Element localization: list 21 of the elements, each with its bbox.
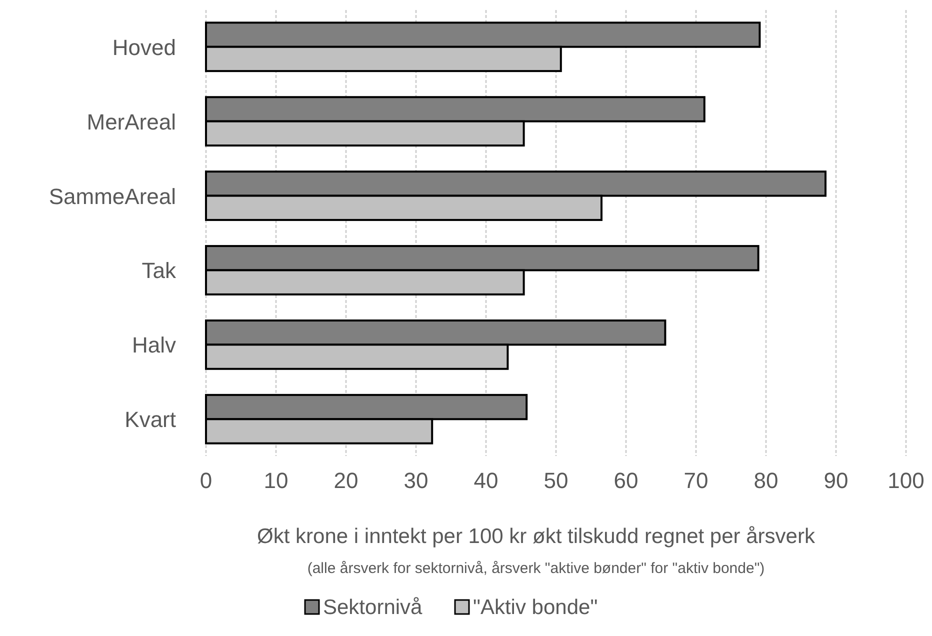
x-tick-label: 30 <box>404 468 428 493</box>
y-tick-label: Tak <box>142 258 177 284</box>
y-tick-label: SammeAreal <box>48 184 176 209</box>
legend-label: Sektornivå <box>323 596 423 619</box>
legend-label: "Aktiv bonde" <box>473 596 598 619</box>
x-tick-label: 50 <box>544 468 568 493</box>
x-tick-label: 20 <box>334 468 358 493</box>
x-tick-label: 0 <box>200 468 212 493</box>
x-axis-title: Økt krone i inntekt per 100 kr økt tilskudd regnet per årsverk <box>257 525 816 548</box>
x-tick-label: 10 <box>264 468 288 493</box>
x-tick-label: 70 <box>684 468 708 493</box>
x-tick-label: 80 <box>754 468 778 493</box>
text: (alle årsverk for sektornivå, årsverk "aktive bønder" for "aktiv bonde") <box>307 560 765 577</box>
y-tick-label: Hoved <box>112 34 176 60</box>
x-tick-label: 90 <box>824 468 848 493</box>
x-tick-label: 60 <box>614 468 638 493</box>
x-tick-label: 100 <box>888 468 924 493</box>
x-tick-label: 40 <box>474 468 498 493</box>
y-tick-label: Kvart <box>124 407 176 432</box>
y-tick-label: MerAreal <box>86 109 176 134</box>
y-tick-label: Halv <box>132 332 176 358</box>
